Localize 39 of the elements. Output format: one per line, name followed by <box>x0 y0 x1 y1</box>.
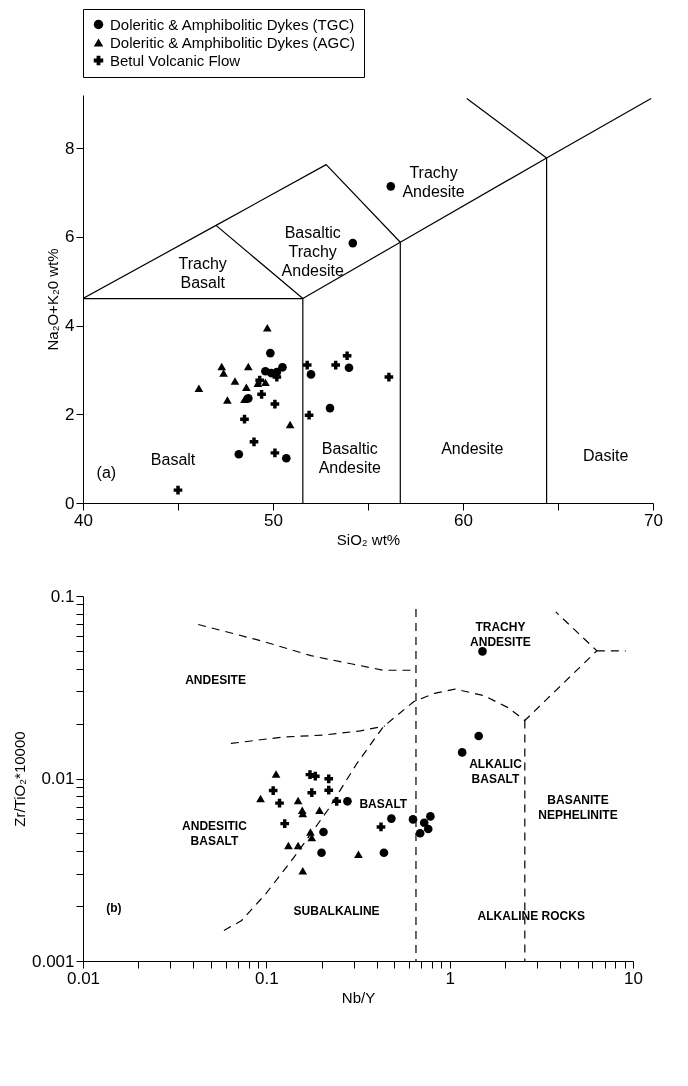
x-tick-label: 70 <box>644 510 663 530</box>
annotation: ALKALIC BASALT <box>469 756 523 786</box>
annotation: SUBALKALINE <box>293 903 380 918</box>
x-tick-label: 0.1 <box>255 968 279 988</box>
annotation: ALKALINE ROCKS <box>477 908 585 923</box>
y-tick-label: 0.01 <box>41 769 75 788</box>
legend-label: Betul Volcanic Flow <box>110 51 241 69</box>
annotation: Basalt <box>150 451 196 469</box>
annotation: BASALT <box>359 797 408 812</box>
y-tick-label: 0.001 <box>31 951 75 971</box>
y-axis-title: Zr/TiO₂*10000 <box>10 731 28 827</box>
x-tick-label: 50 <box>264 510 283 530</box>
x-tick-label: 60 <box>454 510 473 530</box>
y-tick-label: 6 <box>65 227 75 247</box>
annotation: Basaltic Andesite <box>318 439 381 476</box>
annotation: (b) <box>106 900 122 915</box>
annotation: BASANITE NEPHELINITE <box>538 793 618 823</box>
annotation: (a) <box>96 463 117 481</box>
y-tick-label: 0.1 <box>50 586 75 606</box>
y-tick-label: 8 <box>65 138 75 158</box>
x-axis-title: SiO₂ wt% <box>336 530 401 548</box>
annotation: Trachy Basalt <box>178 255 227 292</box>
legend-label: Doleritic & Amphibolitic Dykes (AGC) <box>110 33 356 51</box>
annotation: Andesite <box>441 439 504 457</box>
annotation: Basaltic Trachy Andesite <box>281 224 344 280</box>
y-axis-title: Na₂O+K₂0 wt% <box>44 248 62 351</box>
legend-label: Doleritic & Amphibolitic Dykes (TGC) <box>110 15 355 33</box>
x-tick-label: 10 <box>624 968 643 988</box>
annotation: Trachy Andesite <box>402 163 465 200</box>
x-tick-label: 1 <box>445 968 455 988</box>
y-tick-label: 4 <box>65 316 75 336</box>
x-axis-title: Nb/Y <box>341 988 376 1006</box>
annotation: TRACHY ANDESITE <box>470 620 531 650</box>
y-tick-label: 2 <box>65 404 75 424</box>
annotation: Dasite <box>583 447 629 465</box>
y-tick-label: 0 <box>65 493 75 513</box>
x-tick-label: 40 <box>74 510 93 530</box>
annotation: ANDESITIC BASALT <box>182 819 248 849</box>
annotation: ANDESITE <box>185 672 246 687</box>
